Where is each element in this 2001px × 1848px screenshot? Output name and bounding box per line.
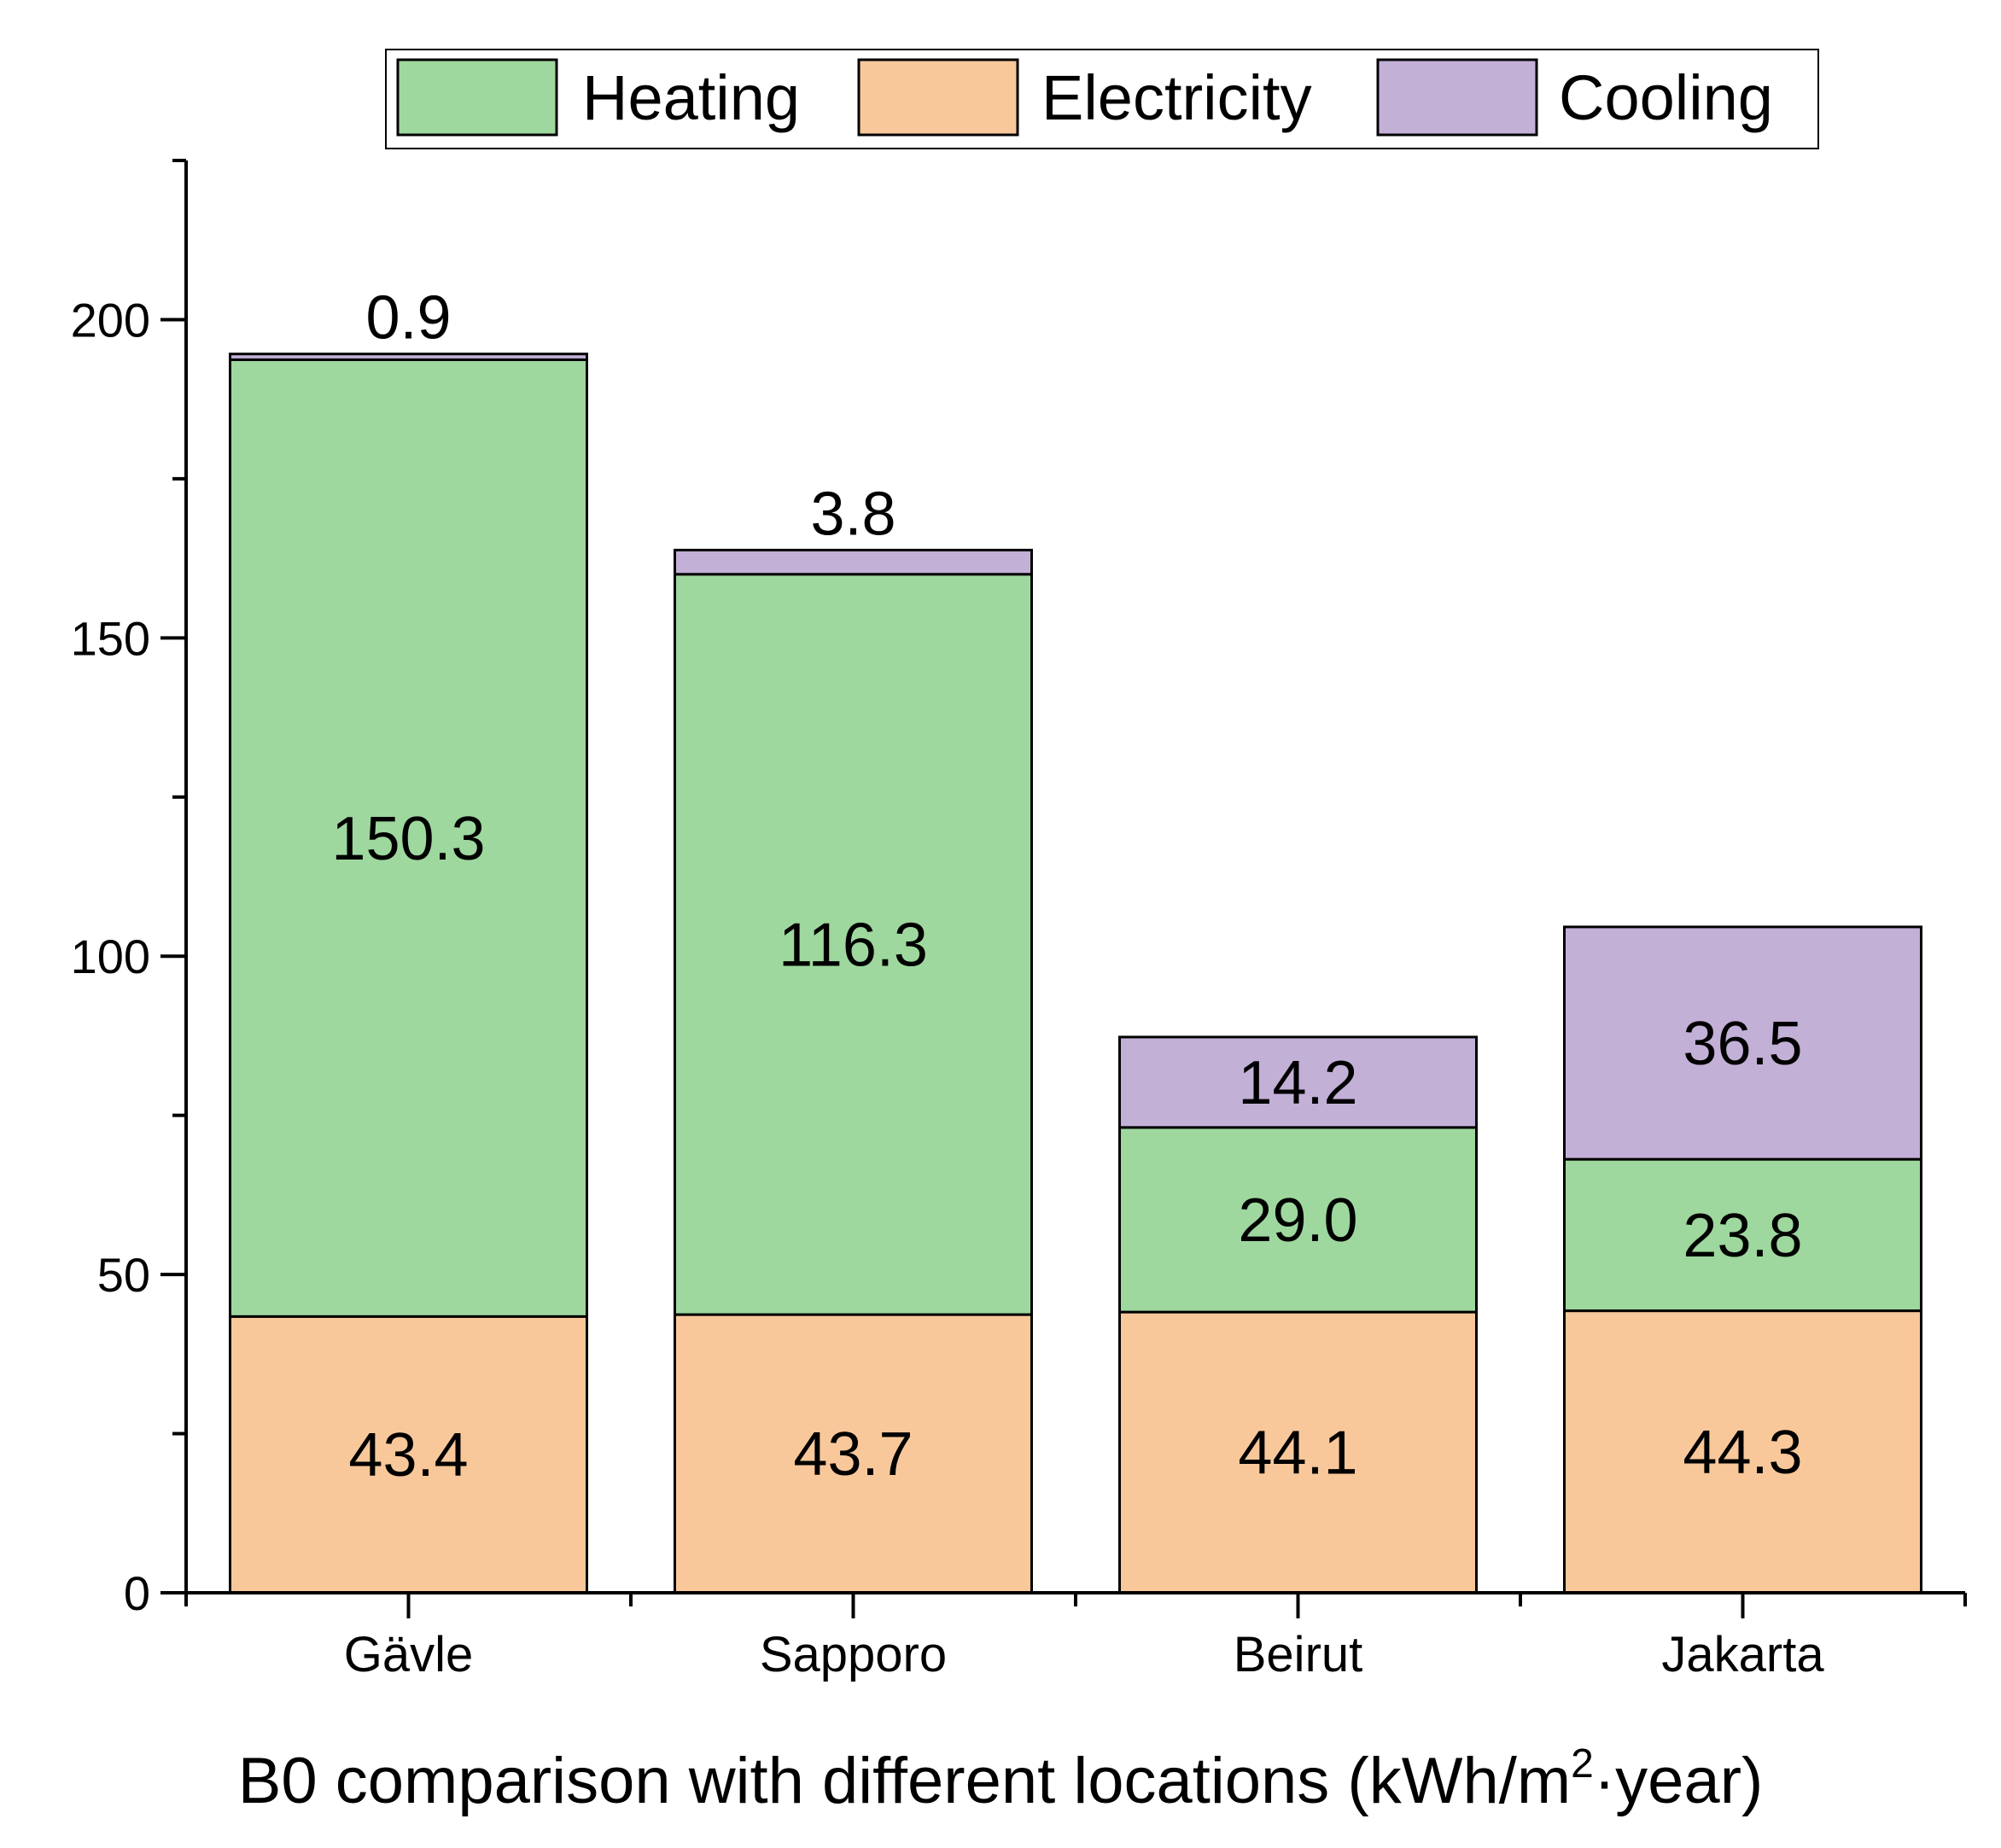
legend-label-electricity: Electricity: [1041, 62, 1312, 133]
value-label-heating-sapporo: 116.3: [779, 911, 928, 979]
bar-heating-sapporo: [674, 573, 1033, 1316]
legend-label-heating: Heating: [582, 62, 800, 133]
y-tick-label: 0: [124, 1566, 150, 1620]
x-axis-title-superscript: 2: [1571, 1741, 1594, 1787]
value-label-cooling-gavle: 0.9: [365, 284, 451, 353]
value-label-cooling-sapporo: 3.8: [810, 480, 895, 548]
y-tick-label: 150: [71, 611, 150, 665]
x-axis-title: B0 comparison with different locations (…: [238, 1741, 1764, 1817]
bar-heating-jakarta: [1563, 1157, 1922, 1313]
y-tick-label: 100: [71, 930, 150, 983]
value-label-cooling-beirut: 14.2: [1238, 1049, 1357, 1117]
legend: Heating Electricity Cooling: [385, 49, 1819, 149]
value-label-cooling-jakarta: 36.5: [1683, 1010, 1802, 1078]
legend-box: [385, 49, 1819, 149]
x-axis-title-suffix: ·year): [1594, 1745, 1763, 1817]
value-label-electricity-gavle: 43.4: [348, 1421, 468, 1489]
bar-heating-beirut: [1118, 1126, 1478, 1314]
bar-cooling-jakarta: [1563, 925, 1922, 1161]
legend-swatch-cooling: [1376, 58, 1538, 137]
x-axis-title-main: B0 comparison with different locations (…: [238, 1745, 1571, 1817]
value-label-heating-jakarta: 23.8: [1683, 1202, 1802, 1270]
bars-layer: [229, 353, 1922, 1594]
legend-label-cooling: Cooling: [1559, 62, 1773, 133]
bar-cooling-gavle: [229, 353, 588, 361]
legend-swatch-electricity: [857, 58, 1019, 137]
x-tick-label-sapporo: Sapporo: [760, 1627, 947, 1682]
bar-cooling-beirut: [1118, 1035, 1478, 1129]
bar-electricity-jakarta: [1563, 1309, 1922, 1594]
value-label-electricity-beirut: 44.1: [1238, 1420, 1357, 1488]
bar-cooling-sapporo: [674, 548, 1033, 576]
y-tick-label: 200: [71, 293, 150, 347]
value-label-electricity-sapporo: 43.7: [793, 1420, 913, 1489]
value-label-heating-gavle: 150.3: [331, 805, 485, 873]
x-tick-label-beirut: Beirut: [1234, 1627, 1363, 1682]
value-label-heating-beirut: 29.0: [1238, 1186, 1357, 1255]
legend-swatch-heating: [396, 58, 558, 137]
x-tick-label-jakarta: Jakarta: [1661, 1627, 1824, 1682]
bar-electricity-gavle: [229, 1315, 588, 1594]
x-tick-label-gavle: Gävle: [344, 1627, 474, 1682]
value-labels-layer: 43.4 150.3 0.9 43.7 116.3 3.8 44.1 29.0 14.2 44.3…: [331, 284, 1802, 1489]
bar-electricity-beirut: [1118, 1310, 1478, 1594]
bar-heating-gavle: [229, 358, 588, 1318]
axes-layer: 0 50 100 150 200 Gävle Sapporo Beirut Jakarta: [71, 159, 1967, 1682]
y-tick-label: 50: [97, 1248, 150, 1302]
value-label-electricity-jakarta: 44.3: [1683, 1419, 1802, 1487]
